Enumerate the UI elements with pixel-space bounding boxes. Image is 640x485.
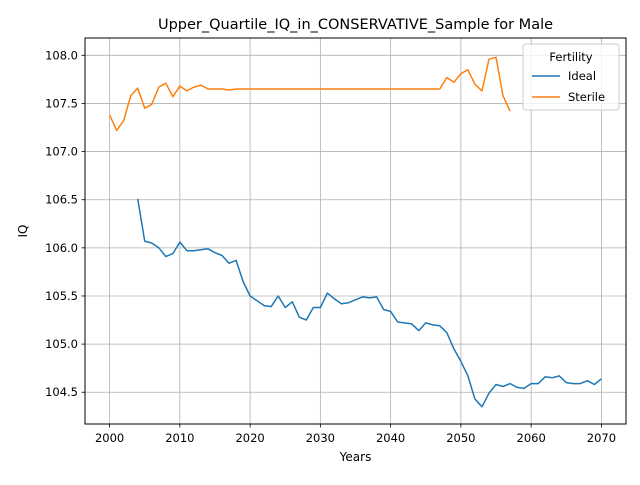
chart-title: Upper_Quartile_IQ_in_CONSERVATIVE_Sample…	[158, 17, 553, 33]
plot-frame	[84, 37, 627, 425]
legend-box	[522, 43, 620, 111]
y-axis-label: IQ	[16, 225, 30, 238]
y-tick-label: 108.0	[45, 48, 78, 62]
y-tick-label: 107.0	[45, 145, 78, 159]
series-line-sterile	[108, 56, 511, 132]
legend-title: Fertility	[549, 50, 592, 64]
y-tick-label: 105.5	[45, 289, 78, 303]
x-axis-label: Years	[339, 450, 372, 464]
series-line-ideal	[136, 198, 602, 408]
x-tick-label: 2060	[517, 431, 546, 445]
ticks: 2000 2010 2020 2030 2040 2050 2060 2070 104.5 105…	[45, 48, 616, 445]
legend: Fertility Ideal Sterile	[522, 43, 620, 111]
x-tick-label: 2020	[235, 431, 264, 445]
y-tick-label: 106.0	[45, 241, 78, 255]
y-tick-label: 104.5	[45, 385, 78, 399]
y-tick-label: 106.5	[45, 193, 78, 207]
legend-label-ideal: Ideal	[568, 69, 596, 83]
x-tick-label: 2010	[165, 431, 194, 445]
y-tick-label: 105.0	[45, 337, 78, 351]
legend-label-sterile: Sterile	[568, 90, 605, 104]
x-tick-label: 2070	[587, 431, 616, 445]
y-tick-label: 107.5	[45, 96, 78, 110]
x-tick-label: 2000	[95, 431, 124, 445]
series-layer	[108, 56, 602, 408]
x-tick-label: 2040	[376, 431, 405, 445]
x-tick-label: 2050	[446, 431, 475, 445]
legend-items: Ideal Sterile	[532, 69, 605, 104]
x-tick-label: 2030	[306, 431, 335, 445]
